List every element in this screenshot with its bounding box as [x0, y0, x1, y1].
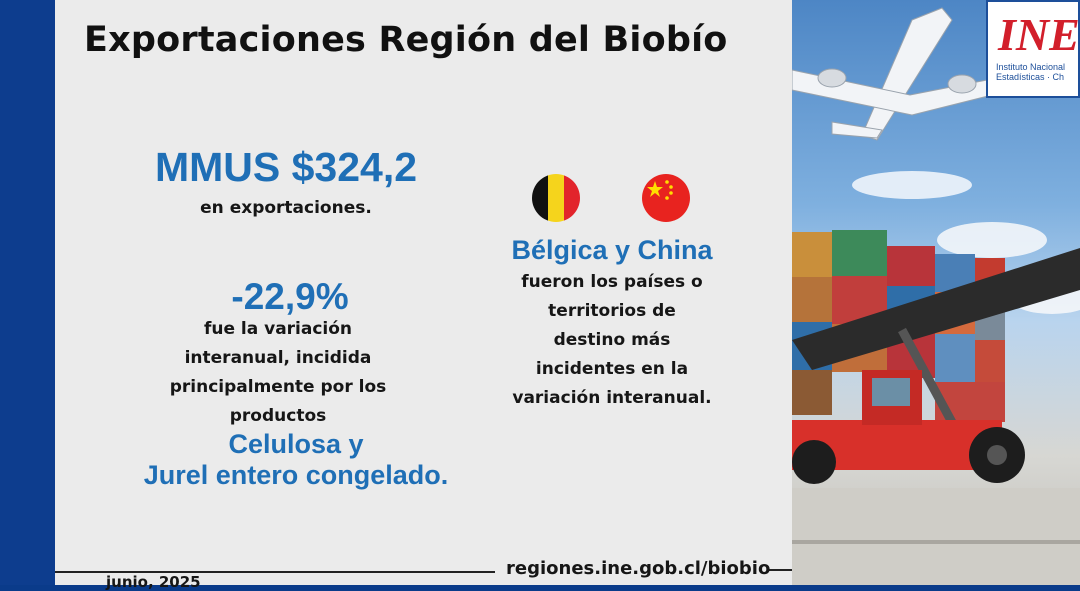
port-photo-illustration: [792, 7, 1080, 585]
destination-line: incidentes en la: [535, 359, 689, 379]
content-panel: [55, 0, 792, 585]
page-title: Exportaciones Región del Biobío: [84, 20, 728, 60]
footer-divider-right: [768, 569, 792, 571]
variation-text: fue la variación interanual, incidida pr…: [128, 315, 428, 431]
destination-text: fueron los países o territorios de desti…: [462, 268, 762, 413]
airplane-icon: [792, 7, 993, 141]
belgium-flag-icon: [532, 174, 580, 222]
left-blue-bar: [0, 0, 55, 585]
footer-date: junio, 2025: [106, 573, 201, 591]
destination-line: territorios de: [548, 301, 676, 321]
variation-line: principalmente por los: [169, 377, 387, 397]
china-flag-icon: [642, 174, 690, 222]
reach-stacker-vehicle: [792, 370, 1025, 484]
exports-caption: en exportaciones.: [200, 198, 372, 218]
product-line: Celulosa y: [228, 429, 364, 459]
crane-boom: [792, 248, 1080, 370]
destination-line: destino más: [553, 330, 671, 350]
destination-line: variación interanual.: [512, 388, 712, 408]
variation-products: Celulosa y Jurel entero congelado.: [106, 429, 486, 491]
footer-url: regiones.ine.gob.cl/biobio: [506, 558, 771, 579]
product-line: Jurel entero congelado.: [143, 460, 449, 490]
logo-mark: INE: [997, 9, 1078, 60]
variation-line: productos: [229, 406, 327, 426]
destination-line: fueron los países o: [521, 272, 703, 292]
destination-countries: Bélgica y China: [511, 235, 713, 265]
logo-line-1: Instituto Nacional: [996, 62, 1065, 72]
exports-amount: MMUS $324,2: [154, 144, 418, 190]
footer-divider-left: [55, 571, 495, 573]
logo-line-2: Estadísticas · Ch: [996, 72, 1064, 82]
ine-logo: INE Instituto Nacional Estadísticas · Ch: [986, 0, 1080, 98]
variation-line: interanual, incidida: [184, 348, 372, 368]
variation-value: -22,9%: [231, 276, 349, 317]
variation-line: fue la variación: [203, 319, 353, 339]
